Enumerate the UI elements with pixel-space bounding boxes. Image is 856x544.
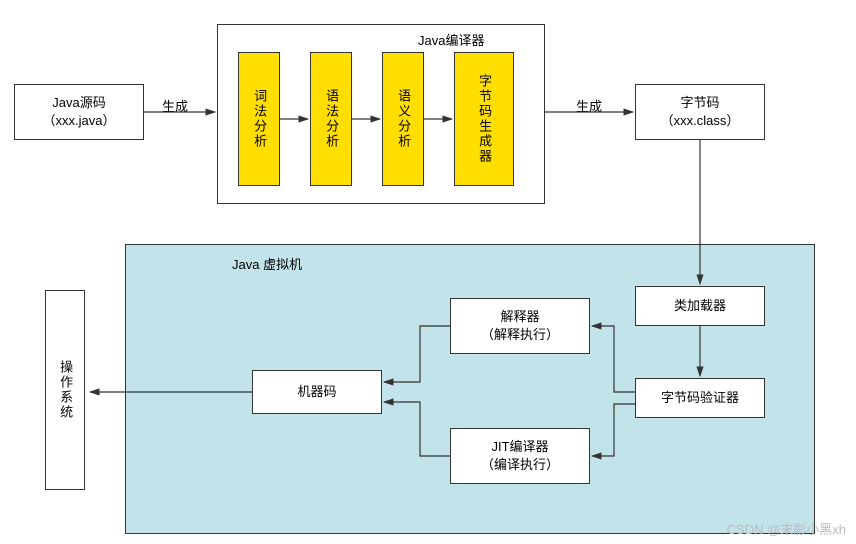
source-line1: Java源码 bbox=[43, 94, 116, 112]
semantic-box: 语义分析 bbox=[382, 52, 424, 186]
bytegen-box: 字节码生成器 bbox=[454, 52, 514, 186]
lex-box: 词法分析 bbox=[238, 52, 280, 186]
classloader-box: 类加载器 bbox=[635, 286, 765, 326]
semantic-text: 语义分析 bbox=[394, 89, 412, 149]
syntax-text: 语法分析 bbox=[322, 89, 340, 149]
compiler-title: Java编译器 bbox=[418, 30, 484, 49]
gen1-label: 生成 bbox=[162, 96, 188, 115]
source-box: Java源码 （xxx.java） bbox=[14, 84, 144, 140]
jit-box: JIT编译器 （编译执行） bbox=[450, 428, 590, 484]
interpreter-line1: 解释器 bbox=[481, 308, 559, 326]
gen2-label: 生成 bbox=[576, 96, 602, 115]
machine-text: 机器码 bbox=[297, 383, 336, 401]
interpreter-box: 解释器 （解释执行） bbox=[450, 298, 590, 354]
machine-box: 机器码 bbox=[252, 370, 382, 414]
bytegen-text: 字节码生成器 bbox=[475, 74, 493, 164]
bytecode-line1: 字节码 bbox=[661, 94, 740, 112]
verifier-box: 字节码验证器 bbox=[635, 378, 765, 418]
os-box: 操作系统 bbox=[45, 290, 85, 490]
jit-line2: （编译执行） bbox=[481, 456, 559, 474]
interpreter-line2: （解释执行） bbox=[481, 326, 559, 344]
bytecode-line2: （xxx.class） bbox=[661, 112, 740, 130]
bytecode-box: 字节码 （xxx.class） bbox=[635, 84, 765, 140]
jit-line1: JIT编译器 bbox=[481, 438, 559, 456]
lex-text: 词法分析 bbox=[250, 89, 268, 149]
classloader-text: 类加载器 bbox=[674, 297, 726, 315]
verifier-text: 字节码验证器 bbox=[661, 389, 739, 407]
source-line2: （xxx.java） bbox=[43, 112, 116, 130]
os-text: 操作系统 bbox=[56, 360, 74, 420]
syntax-box: 语法分析 bbox=[310, 52, 352, 186]
jvm-title: Java 虚拟机 bbox=[232, 254, 302, 273]
watermark: CSDN @末影小黑xh bbox=[727, 519, 846, 538]
